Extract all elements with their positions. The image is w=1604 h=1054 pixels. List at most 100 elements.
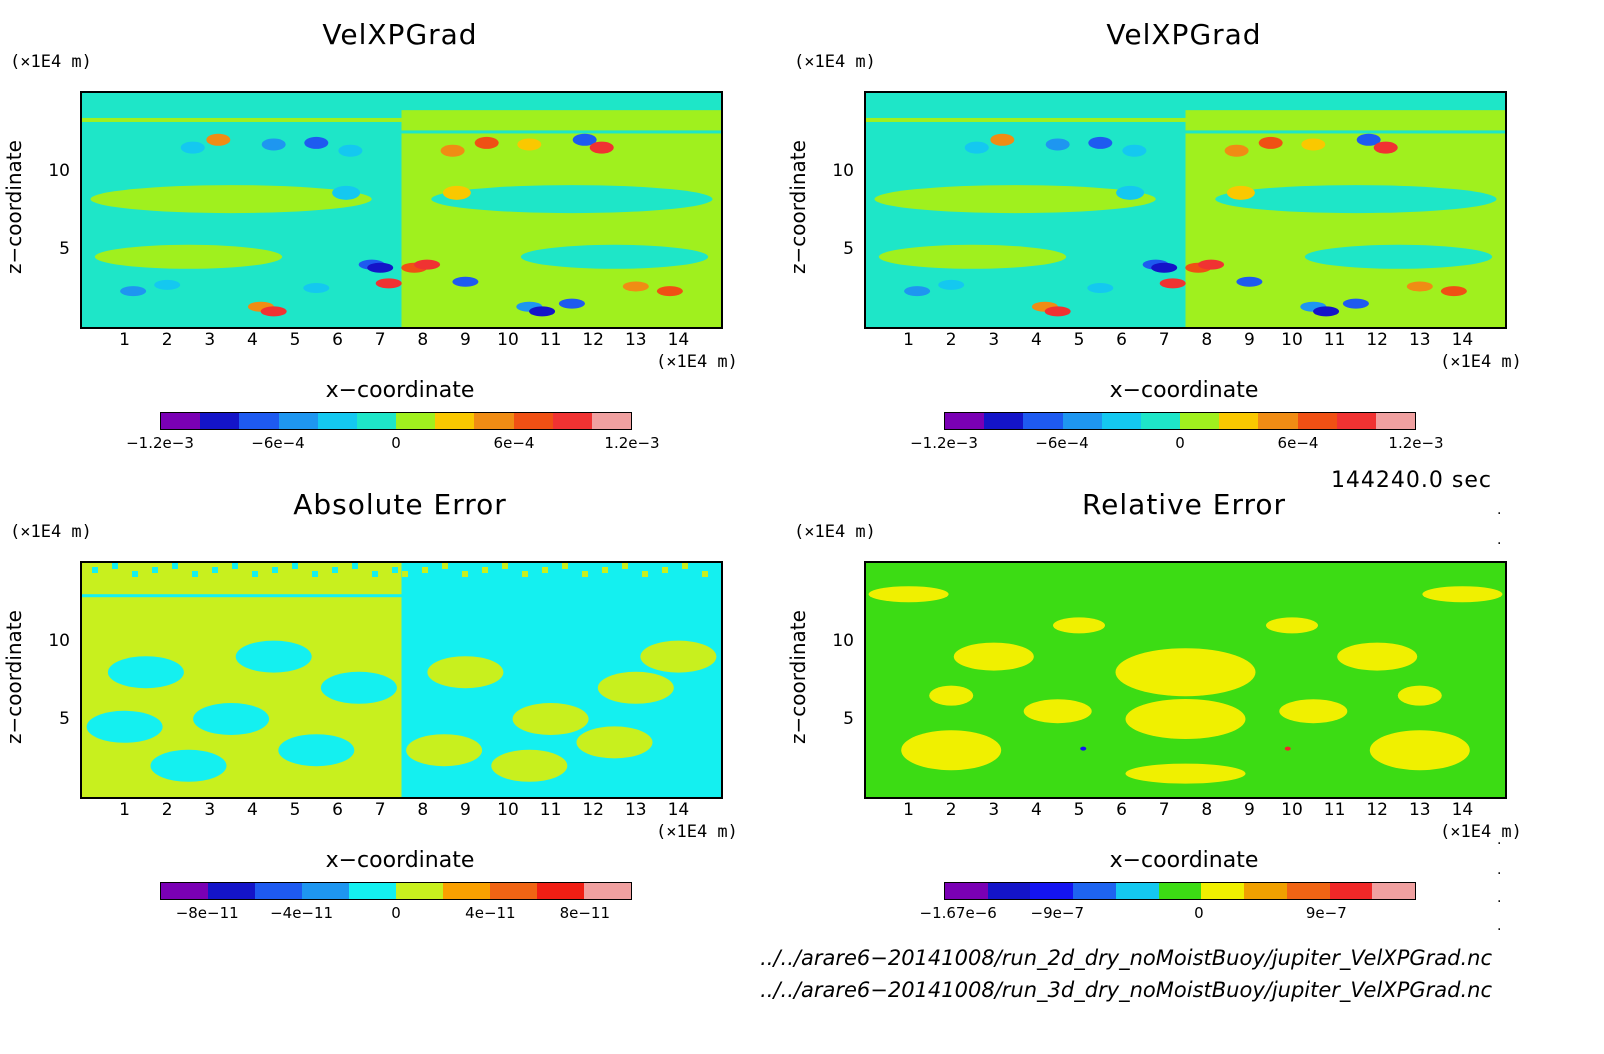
blob [1115,648,1256,697]
blob [235,640,312,673]
x-ticks: 1 2 3 4 5 6 7 8 9 10 11 12 13 14 [80,800,723,820]
colorbar-label: −1.2e−3 [126,434,194,452]
colorbar-labels: −1.67e−6 −9e−7 0 9e−7 [920,904,1416,924]
colorbar-swatch [1201,883,1245,899]
cell [1440,286,1467,297]
noise-cell [162,571,168,577]
y-ticks: 5 10 [40,91,76,329]
noise-cell [152,567,158,573]
noise-cell [412,563,418,569]
colorbar-label: 0 [1194,904,1204,922]
x-tick-label: 11 [1323,800,1346,820]
y-tick-label: 10 [832,631,854,651]
blob [953,642,1034,671]
blob [640,640,717,673]
y-ticks: 5 10 [824,561,860,799]
panel-title: VelXPGrad [322,18,478,51]
colorbar-swatch [1062,413,1102,429]
dot-marker: . [1497,862,1502,878]
noise-cell [292,563,298,569]
colorbar-label: −1.2e−3 [910,434,978,452]
cell [572,133,597,146]
colorbar-swatch [1219,413,1259,429]
x-tick-label: 12 [1366,330,1389,350]
x-tick-label: 11 [1323,330,1346,350]
band-top [82,93,721,111]
cell [440,144,465,157]
blob [193,703,270,735]
x-tick-label: 10 [497,330,519,350]
noise-cell [392,567,398,573]
cell [1313,306,1340,317]
cell [656,286,683,297]
cell [529,306,556,317]
band [866,130,1505,134]
colorbar-labels: −1.2e−3 −6e−4 0 6e−4 1.2e−3 [910,434,1443,454]
cell [120,286,147,297]
y-tick-label: 5 [843,709,854,729]
blob [1116,185,1145,200]
colorbar-swatch [584,883,631,899]
noise-cell [542,567,548,573]
noise-cell [242,567,248,573]
cell [1198,259,1225,270]
contour-field [82,93,721,327]
panel-absolute-error: Absolute Error (×1E4 m) z−coordinate 5 10… [2,488,738,922]
noise-cell [582,571,588,577]
colorbar-swatch [161,413,201,429]
band [866,117,1505,122]
region [94,244,283,269]
colorbar-label: 0 [391,904,401,922]
x-tick-label: 2 [945,800,957,820]
colorbar-label: −6e−4 [251,434,305,452]
colorbar-swatch [208,883,255,899]
cell [517,138,542,151]
x-tick-label: 8 [417,330,429,350]
x-tick-label: 2 [945,330,957,350]
noise-cell [712,563,718,569]
noise-cell [282,571,288,577]
colorbar-swatch [161,883,208,899]
x-tick-label: 10 [1281,330,1303,350]
y-axis-unit: (×1E4 m) [10,522,92,542]
noise-cell [82,563,88,569]
noise-cell [592,563,598,569]
colorbar-label: 4e−11 [465,904,516,922]
noise-cell [332,567,338,573]
cell [452,276,479,287]
panel-title: VelXPGrad [1106,18,1262,51]
cell [375,278,402,289]
noise-cell [142,563,148,569]
noise-cell [682,563,688,569]
colorbar-swatch [255,883,302,899]
colorbar-swatch [1158,883,1202,899]
noise-cell [222,571,228,577]
noise-cell [202,563,208,569]
blob [1023,699,1092,724]
y-axis-unit: (×1E4 m) [794,522,876,542]
cell [303,283,330,293]
cell [260,306,287,317]
noise-cell [302,567,308,573]
x-tick-label: 9 [1243,330,1255,350]
time-label: 144240.0 sec [1330,468,1492,493]
blob [86,710,163,743]
x-tick-label: 2 [161,800,173,820]
x-tick-label: 5 [1073,800,1085,820]
colorbar-label: 0 [391,434,401,452]
x-tick-label: 9 [1243,800,1255,820]
x-ticks: 1 2 3 4 5 6 7 8 9 10 11 12 13 14 [864,330,1507,350]
x-tick-label: 10 [497,800,519,820]
blob [332,185,361,200]
blob [278,734,355,767]
x-tick-label: 14 [667,800,690,820]
cell [990,133,1015,146]
blob [576,726,653,759]
x-tick-label: 4 [246,330,258,350]
x-tick-label: 8 [1201,800,1213,820]
x-tick-label: 11 [539,800,562,820]
noise-cell [172,563,178,569]
colorbar-swatch [435,413,475,429]
